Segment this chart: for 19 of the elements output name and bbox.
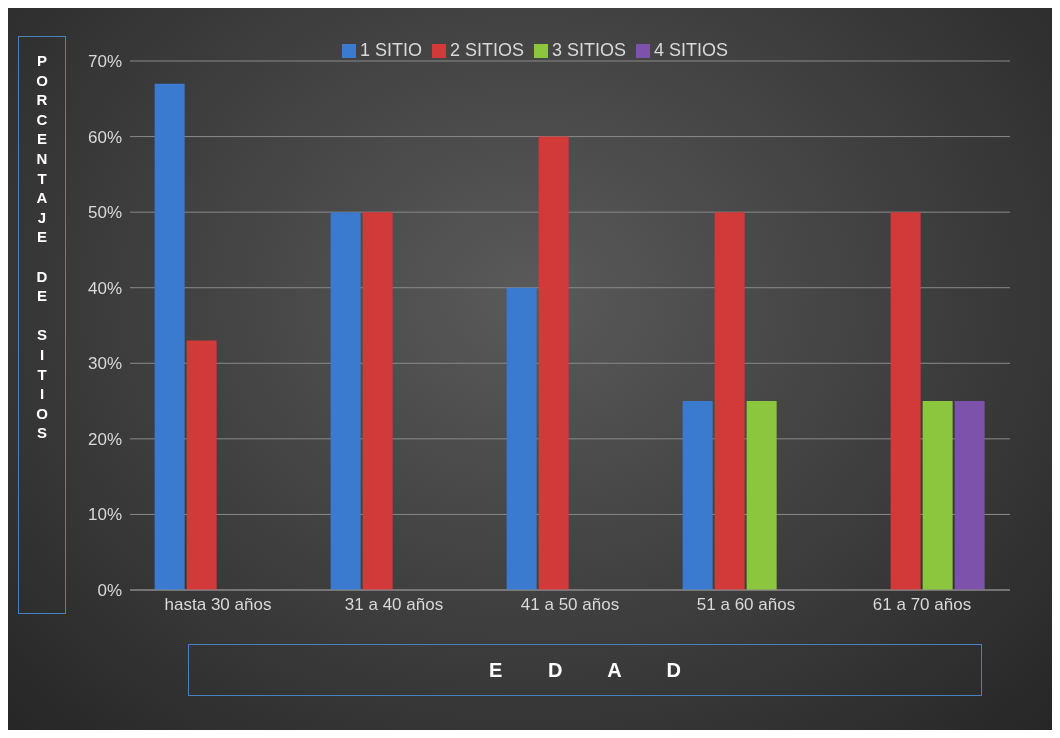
- text: PORCENTAJE DE SITIOS: [36, 52, 48, 442]
- y-tick-label: 60%: [87, 127, 122, 147]
- y-tick-label: 50%: [87, 203, 122, 223]
- y-tick-label: 70%: [87, 52, 122, 72]
- y-tick-label: 0%: [97, 581, 122, 601]
- legend-label: 1 SITIO: [359, 40, 422, 60]
- y-tick-label: 10%: [87, 505, 122, 525]
- x-tick-label: 51 a 60 años: [696, 595, 796, 615]
- x-tick-label: 41 a 50 años: [520, 595, 620, 615]
- x-tick-label: hasta 30 años: [164, 595, 272, 615]
- y-tick-label: 20%: [87, 429, 122, 449]
- x-tick-label: 31 a 40 años: [344, 595, 444, 615]
- legend-label: 2 SITIOS: [449, 40, 524, 60]
- x-axis-title: E D A D: [188, 644, 982, 696]
- y-tick-label: 30%: [87, 354, 122, 374]
- y-tick-label: 40%: [87, 278, 122, 298]
- legend-label: 4 SITIOS: [654, 40, 729, 60]
- legend-label: 3 SITIOS: [551, 40, 627, 60]
- x-tick-label: 61 a 70 años: [872, 595, 972, 615]
